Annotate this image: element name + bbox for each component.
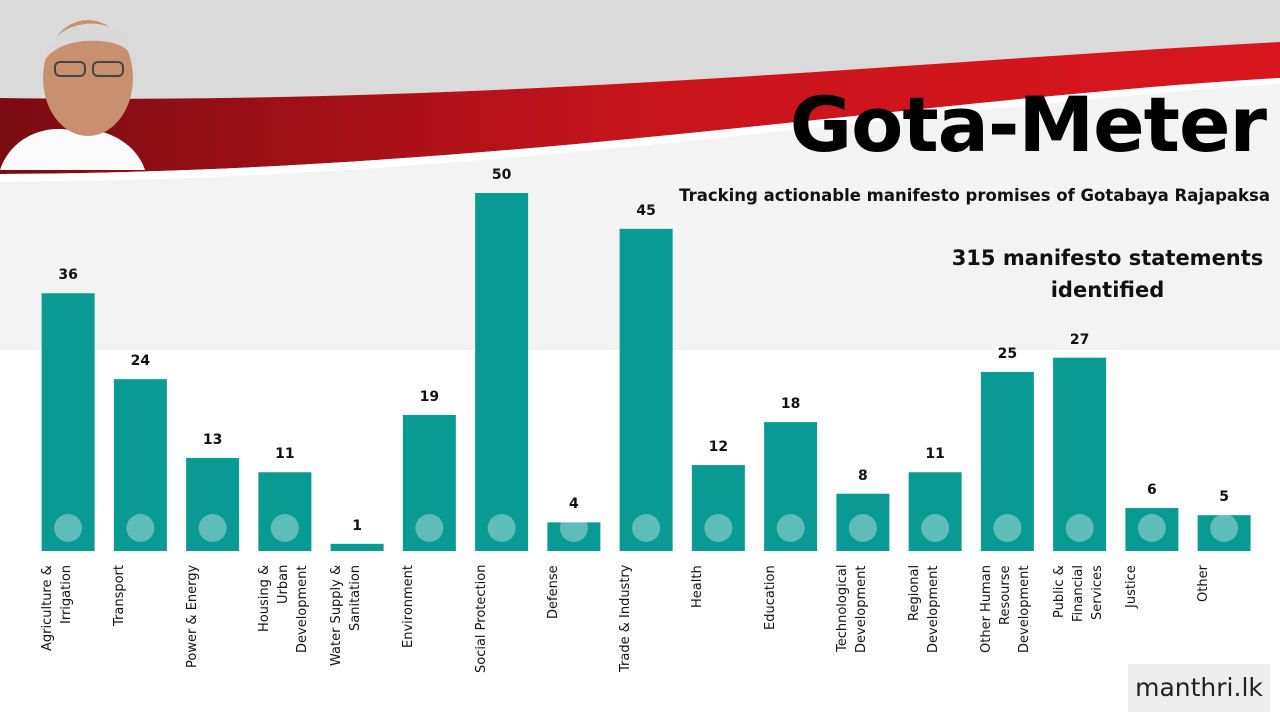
value-label: 8 <box>858 467 868 484</box>
category-icon <box>704 514 733 542</box>
bar <box>547 522 601 551</box>
bar <box>691 465 745 551</box>
category-label: Technological Development <box>834 565 869 653</box>
brand-logo: manthri.lk <box>1128 664 1270 712</box>
category-label: Defense <box>545 565 561 619</box>
value-label: 18 <box>780 396 801 413</box>
bar <box>258 472 312 551</box>
value-label: 6 <box>1147 482 1157 499</box>
annotation: 315 manifesto statements identified <box>951 246 1264 302</box>
category-icon <box>54 514 83 542</box>
bar <box>330 543 384 551</box>
category-icon <box>776 514 805 542</box>
bar <box>1053 357 1107 551</box>
value-label: 1 <box>352 517 362 534</box>
category-label: Agriculture & Irrigation <box>40 565 75 651</box>
bar <box>908 472 962 551</box>
red-swoosh <box>0 42 1280 174</box>
category-icon <box>270 514 299 542</box>
category-label: Environment <box>401 565 417 649</box>
value-label: 13 <box>202 431 223 448</box>
bar <box>836 493 890 551</box>
category-icon <box>1137 514 1166 542</box>
chart-title: Gota-Meter <box>789 80 1267 169</box>
category-label: Social Protection <box>473 565 489 674</box>
category-icon <box>126 514 155 542</box>
category-label: Justice <box>1123 565 1139 608</box>
chart-subtitle: Tracking actionable manifesto promises o… <box>679 186 1270 205</box>
white-swoosh <box>0 78 1280 182</box>
category-label: Power & Energy <box>184 565 200 669</box>
category-icon <box>1065 514 1094 542</box>
category-icon <box>921 514 950 542</box>
category-icon <box>559 514 588 542</box>
bar <box>1125 508 1179 551</box>
category-label: Regional Development <box>907 565 942 653</box>
value-label: 12 <box>708 439 729 456</box>
category-icon <box>1210 514 1239 542</box>
bar <box>186 457 240 551</box>
bar <box>1197 515 1251 551</box>
value-label: 50 <box>491 167 512 183</box>
value-label: 11 <box>275 446 295 463</box>
category-icon <box>198 514 227 542</box>
value-label: 36 <box>58 267 78 284</box>
portrait <box>0 20 145 170</box>
bar <box>475 193 529 551</box>
bar <box>619 228 673 552</box>
bar <box>980 372 1034 551</box>
category-icon <box>993 514 1022 542</box>
value-label: 4 <box>569 496 579 513</box>
value-label: 27 <box>1069 331 1090 348</box>
category-label: Health <box>690 565 706 608</box>
category-icon <box>343 514 372 542</box>
bar <box>113 379 167 551</box>
bar <box>402 414 456 551</box>
category-label: Other Human Resourse Development <box>979 565 1033 653</box>
bar <box>764 422 818 551</box>
category-label: Trade & Industry <box>618 565 634 673</box>
gray-swoosh <box>0 0 1280 99</box>
category-icon <box>632 514 661 542</box>
category-icon <box>415 514 444 542</box>
category-icon <box>848 514 877 542</box>
value-label: 11 <box>925 446 945 463</box>
category-label: Housing & Urban Development <box>256 565 310 653</box>
category-label: Other <box>1196 565 1212 602</box>
value-label: 19 <box>419 388 440 405</box>
category-label: Transport <box>112 565 128 627</box>
category-label: Education <box>762 565 778 630</box>
category-label: Public & Financial Services <box>1051 565 1105 622</box>
value-label: 45 <box>636 202 656 219</box>
value-label: 5 <box>1219 489 1229 506</box>
category-label: Water Supply & Sanitation <box>329 565 364 667</box>
category-icon <box>487 514 516 542</box>
value-label: 24 <box>130 353 151 370</box>
value-label: 25 <box>997 346 1018 362</box>
bar <box>41 293 95 551</box>
